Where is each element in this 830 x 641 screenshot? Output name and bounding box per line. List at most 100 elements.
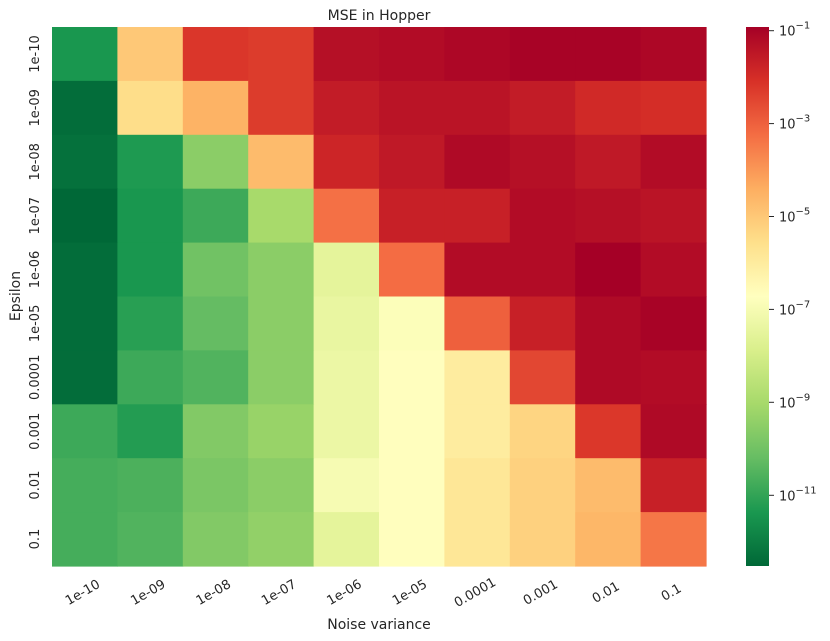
heatmap-cell xyxy=(640,27,707,82)
heatmap-cell xyxy=(182,404,249,459)
colorbar-tick-label: 10−1 xyxy=(779,21,810,40)
heatmap-cell xyxy=(575,188,642,244)
heatmap-cell xyxy=(117,134,184,190)
y-axis-label: Epsilon xyxy=(8,271,24,321)
heatmap-cell xyxy=(575,134,642,190)
heatmap-cell xyxy=(182,134,249,190)
heatmap-cell xyxy=(248,350,315,405)
heatmap-cell xyxy=(117,404,184,459)
heatmap-cell xyxy=(248,512,315,567)
heatmap-cell xyxy=(313,242,380,298)
heatmap-cell xyxy=(117,80,184,136)
y-axis-ticks: 1e-10 1e-09 1e-08 1e-07 1e-06 1e-05 0.0001 0.00… xyxy=(28,35,43,549)
heatmap-cell xyxy=(248,134,315,190)
heatmap-cell xyxy=(509,188,576,244)
heatmap-cell xyxy=(248,458,315,513)
heatmap-cell xyxy=(509,512,576,567)
heatmap-cell xyxy=(313,458,380,513)
heatmap-cell xyxy=(182,350,249,405)
x-tick-label: 0.001 xyxy=(521,577,561,609)
heatmap-cell xyxy=(313,296,380,351)
heatmap-cell xyxy=(444,350,511,405)
colorbar-tick-label: 10−7 xyxy=(779,299,810,318)
heatmap-cell xyxy=(52,458,118,513)
heatmap-cell xyxy=(379,350,445,405)
heatmap-cell xyxy=(509,296,576,351)
heatmap-cell xyxy=(379,80,445,136)
heatmap-cell xyxy=(444,296,511,351)
heatmap-cell xyxy=(640,242,707,298)
heatmap-cell xyxy=(379,404,445,459)
heatmap-cell xyxy=(313,134,380,190)
heatmap-cell xyxy=(509,242,576,298)
heatmap-cell xyxy=(182,512,249,567)
y-tick-label: 0.0001 xyxy=(28,355,43,401)
heatmap-cell xyxy=(575,512,642,567)
heatmap-cell xyxy=(509,458,576,513)
x-tick-label: 1e-06 xyxy=(325,577,365,609)
colorbar xyxy=(746,27,769,566)
heatmap-cell xyxy=(575,80,642,136)
heatmap-cell xyxy=(182,242,249,298)
heatmap-cell xyxy=(248,188,315,244)
heatmap-cell xyxy=(379,134,445,190)
heatmap-cell xyxy=(379,188,445,244)
heatmap-cell xyxy=(509,134,576,190)
heatmap-cell xyxy=(575,350,642,405)
x-tick-label: 1e-09 xyxy=(128,577,168,609)
y-tick-label: 1e-06 xyxy=(28,251,43,289)
heatmap-cells xyxy=(52,27,707,567)
heatmap-cell xyxy=(182,27,249,82)
x-tick-label: 0.0001 xyxy=(452,575,499,611)
heatmap-cell xyxy=(640,350,707,405)
x-axis-label: Noise variance xyxy=(327,617,431,633)
heatmap-cell xyxy=(313,512,380,567)
heatmap-cell xyxy=(52,80,118,136)
heatmap-cell xyxy=(509,404,576,459)
heatmap-cell xyxy=(575,242,642,298)
heatmap-cell xyxy=(117,188,184,244)
colorbar-tick-label: 10−5 xyxy=(779,207,810,226)
y-tick-label: 1e-09 xyxy=(28,89,43,127)
heatmap-cell xyxy=(640,458,707,513)
heatmap-cell xyxy=(575,458,642,513)
heatmap-cell xyxy=(117,350,184,405)
heatmap-cell xyxy=(379,242,445,298)
heatmap-cell xyxy=(52,350,118,405)
heatmap-cell xyxy=(444,27,511,82)
y-tick-label: 1e-10 xyxy=(28,35,43,73)
heatmap-cell xyxy=(640,80,707,136)
heatmap-cell xyxy=(379,27,445,82)
heatmap-cell xyxy=(313,27,380,82)
y-tick-label: 1e-08 xyxy=(28,143,43,181)
heatmap-cell xyxy=(444,80,511,136)
heatmap-cell xyxy=(313,350,380,405)
y-tick-label: 1e-05 xyxy=(28,305,43,343)
x-tick-label: 1e-08 xyxy=(194,577,234,609)
heatmap-cell xyxy=(575,27,642,82)
heatmap-cell xyxy=(444,404,511,459)
heatmap-cell xyxy=(117,27,184,82)
x-tick-label: 1e-07 xyxy=(259,577,299,609)
heatmap-cell xyxy=(509,80,576,136)
heatmap-cell xyxy=(640,296,707,351)
heatmap-cell xyxy=(52,242,118,298)
heatmap-cell xyxy=(379,296,445,351)
colorbar-tick-label: 10−11 xyxy=(779,485,817,504)
heatmap-cell xyxy=(52,512,118,567)
heatmap-cell xyxy=(444,242,511,298)
x-tick-label: 1e-10 xyxy=(63,577,103,609)
heatmap-cell xyxy=(52,188,118,244)
heatmap-cell xyxy=(444,134,511,190)
chart-title: MSE in Hopper xyxy=(328,8,431,24)
heatmap-cell xyxy=(248,80,315,136)
y-tick-label: 0.001 xyxy=(28,413,43,450)
heatmap-cell xyxy=(182,458,249,513)
heatmap-cell xyxy=(313,188,380,244)
y-tick-label: 1e-07 xyxy=(28,197,43,235)
heatmap-cell xyxy=(313,404,380,459)
heatmap-cell xyxy=(117,242,184,298)
heatmap-cell xyxy=(509,350,576,405)
x-tick-label: 0.1 xyxy=(659,581,684,604)
x-tick-label: 1e-05 xyxy=(390,577,430,609)
